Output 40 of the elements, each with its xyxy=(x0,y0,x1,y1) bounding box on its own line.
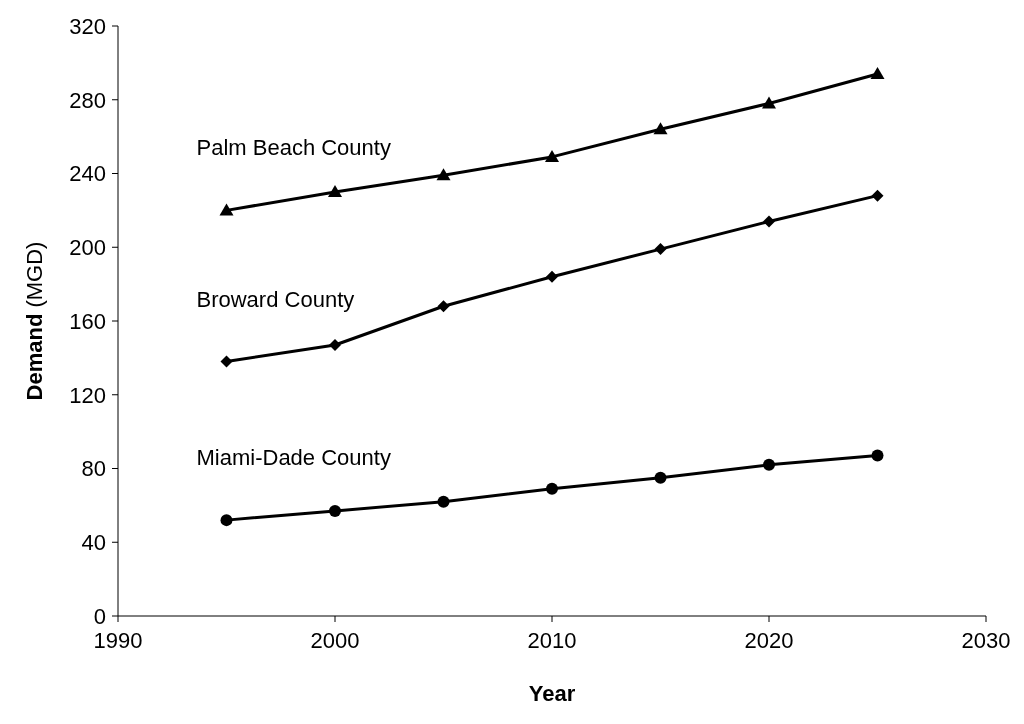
point xyxy=(870,66,885,79)
series-label: Palm Beach County xyxy=(196,135,391,161)
point xyxy=(436,168,451,181)
x-tick-label: 2000 xyxy=(310,627,360,653)
y-tick-label: 280 xyxy=(69,87,106,113)
point xyxy=(219,203,234,216)
point xyxy=(763,215,775,228)
x-tick-label: 2020 xyxy=(744,627,794,653)
y-tick-label: 200 xyxy=(69,235,106,261)
y-tick-label: 320 xyxy=(69,13,106,39)
point xyxy=(220,514,233,527)
point xyxy=(546,270,558,283)
point xyxy=(654,243,667,256)
series-label: Broward County xyxy=(196,286,355,312)
point xyxy=(220,355,233,368)
y-axis-title: Demand (MGD) xyxy=(22,241,47,401)
point xyxy=(762,96,776,109)
y-tick-label: 160 xyxy=(69,308,106,334)
point xyxy=(329,504,341,517)
x-tick-label: 2010 xyxy=(527,627,577,653)
point xyxy=(653,122,668,135)
y-tick-label: 240 xyxy=(69,161,106,187)
point xyxy=(437,495,450,508)
point xyxy=(545,149,559,162)
y-tick-label: 0 xyxy=(93,603,106,629)
x-tick-label: 2030 xyxy=(961,627,1011,653)
point xyxy=(763,458,775,471)
x-axis-title: Year xyxy=(528,681,576,706)
y-tick-label: 40 xyxy=(81,530,106,556)
series-label: Miami-Dade County xyxy=(196,445,391,471)
y-tick-label: 120 xyxy=(69,382,106,408)
point xyxy=(654,471,667,484)
point xyxy=(871,449,884,462)
point xyxy=(546,482,558,495)
point xyxy=(328,184,342,197)
point xyxy=(329,338,341,351)
point xyxy=(871,189,884,202)
point xyxy=(437,300,450,313)
y-tick-label: 80 xyxy=(81,456,106,482)
x-tick-label: 1990 xyxy=(93,627,143,653)
